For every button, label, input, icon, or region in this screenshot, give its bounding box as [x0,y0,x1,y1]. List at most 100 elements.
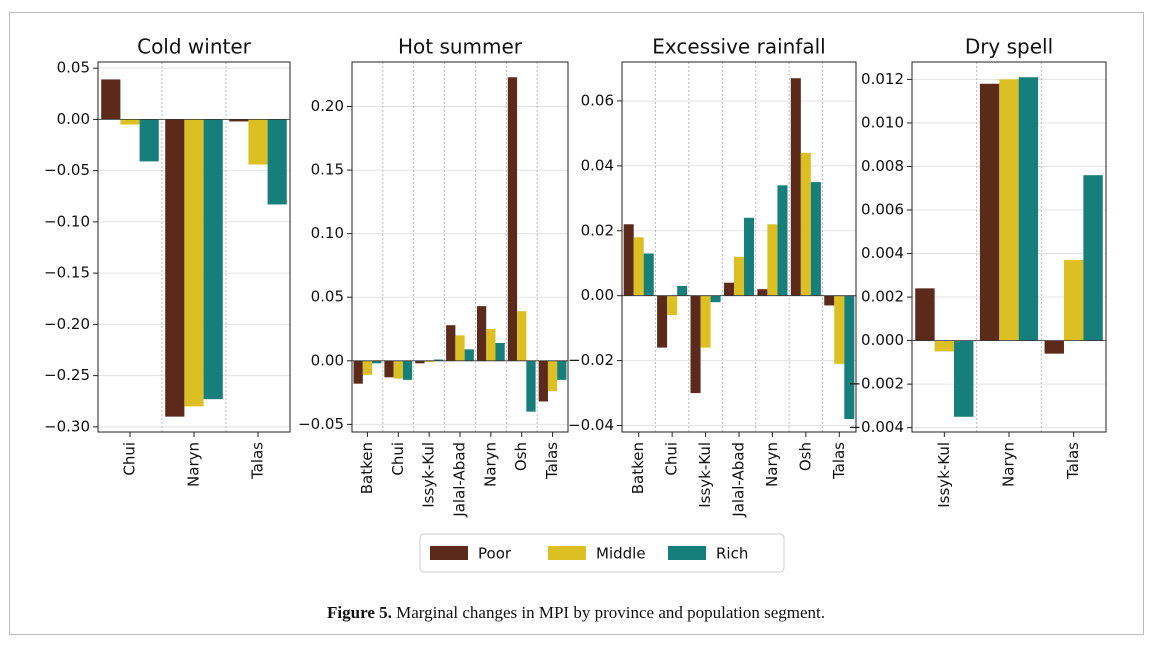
x-tick-label: Issyk-Kul [935,442,953,508]
bar [1044,340,1064,354]
x-tick-label: Jalal-Abad [730,442,748,518]
x-tick-label: Batken [629,442,647,494]
bar [507,77,518,361]
y-tick-label: 0.15 [311,161,344,179]
y-tick-label: −0.15 [44,264,90,282]
y-tick-label: 0.02 [581,221,614,239]
bar [834,295,845,364]
bar [101,79,121,120]
bar [362,360,373,375]
y-tick-label: 0.012 [861,70,904,88]
y-tick-label: 0.00 [57,110,90,128]
y-tick-label: 0.000 [861,331,904,349]
x-tick-label: Issyk-Kul [696,442,714,508]
bar [777,185,788,296]
bar [623,224,634,296]
bar [824,295,835,306]
y-tick-label: 0.010 [861,113,904,131]
x-tick-label: Issyk-Kul [420,442,438,508]
chart-title: Dry spell [965,35,1053,59]
x-tick-label: Chui [663,442,681,476]
chart-title: Hot summer [398,35,523,59]
bar [402,360,413,380]
bar [999,79,1019,341]
axes-frame [351,61,569,433]
bar [733,256,745,296]
bar [915,288,935,341]
legend-label: Middle [596,545,646,563]
bar [1063,260,1084,341]
legend-swatch [548,546,586,560]
bar [526,360,536,412]
bar [203,119,223,400]
y-tick-label: 0.05 [57,59,90,77]
bar [643,253,654,296]
x-tick-label: Batken [358,442,376,494]
bar [667,295,678,316]
axes-frame [911,61,1107,433]
bar [248,119,268,165]
bar [547,360,558,392]
bar [710,295,721,303]
y-tick-label: −0.25 [44,366,90,384]
legend-swatch [430,546,468,560]
bar [757,289,768,296]
caption-label: Figure 5. [327,603,392,622]
x-tick-label: Talas [543,442,561,480]
y-tick-label: 0.10 [311,224,344,242]
legend-label: Poor [478,545,512,563]
y-tick-label: −0.05 [44,161,90,179]
bar [433,359,444,361]
legend-frame [419,533,785,573]
bar [934,340,955,352]
y-tick-label: 0.00 [311,351,344,369]
bar [464,349,474,361]
bar [353,360,363,384]
axes-frame [97,61,291,433]
bar [446,325,456,361]
bar [184,119,204,407]
x-tick-label: Naryn [185,442,203,487]
bar [1018,77,1039,341]
caption-text: Marginal changes in MPI by province and … [396,603,825,622]
y-tick-label: 0.04 [581,156,614,174]
bar [767,224,778,296]
y-tick-label: 0.002 [861,288,904,306]
bar [790,78,801,296]
x-tick-label: Chui [121,442,139,476]
legend-label: Rich [716,545,748,563]
y-tick-label: 0.00 [581,286,614,304]
bar [455,335,465,361]
frame [9,12,1144,635]
bar [538,360,548,402]
bar [844,295,855,420]
bar [229,119,249,122]
x-tick-label: Naryn [763,442,781,487]
y-tick-label: −0.10 [44,212,90,230]
bar [700,295,711,348]
x-tick-label: Osh [796,442,814,471]
bar [267,119,287,205]
y-tick-label: −0.004 [848,418,904,436]
bar [633,237,644,296]
axes-frame [621,61,857,433]
bar [476,306,487,361]
x-tick-label: Chui [389,442,407,476]
bar [486,329,496,361]
caption: Figure 5. Marginal changes in MPI by pro… [327,603,825,622]
bar [744,217,755,296]
y-tick-label: −0.02 [568,351,614,369]
y-tick-label: −0.04 [568,416,614,434]
bar [415,360,425,364]
x-tick-label: Talas [830,442,848,480]
bar [424,360,434,363]
x-tick-label: Jalal-Abad [451,442,469,518]
bar [979,83,1000,341]
x-tick-label: Naryn [1000,442,1018,487]
y-tick-label: 0.004 [861,244,904,262]
legend-swatch [668,546,706,560]
y-tick-label: −0.30 [44,417,90,435]
y-tick-label: 0.008 [861,157,904,175]
bar [165,119,185,417]
